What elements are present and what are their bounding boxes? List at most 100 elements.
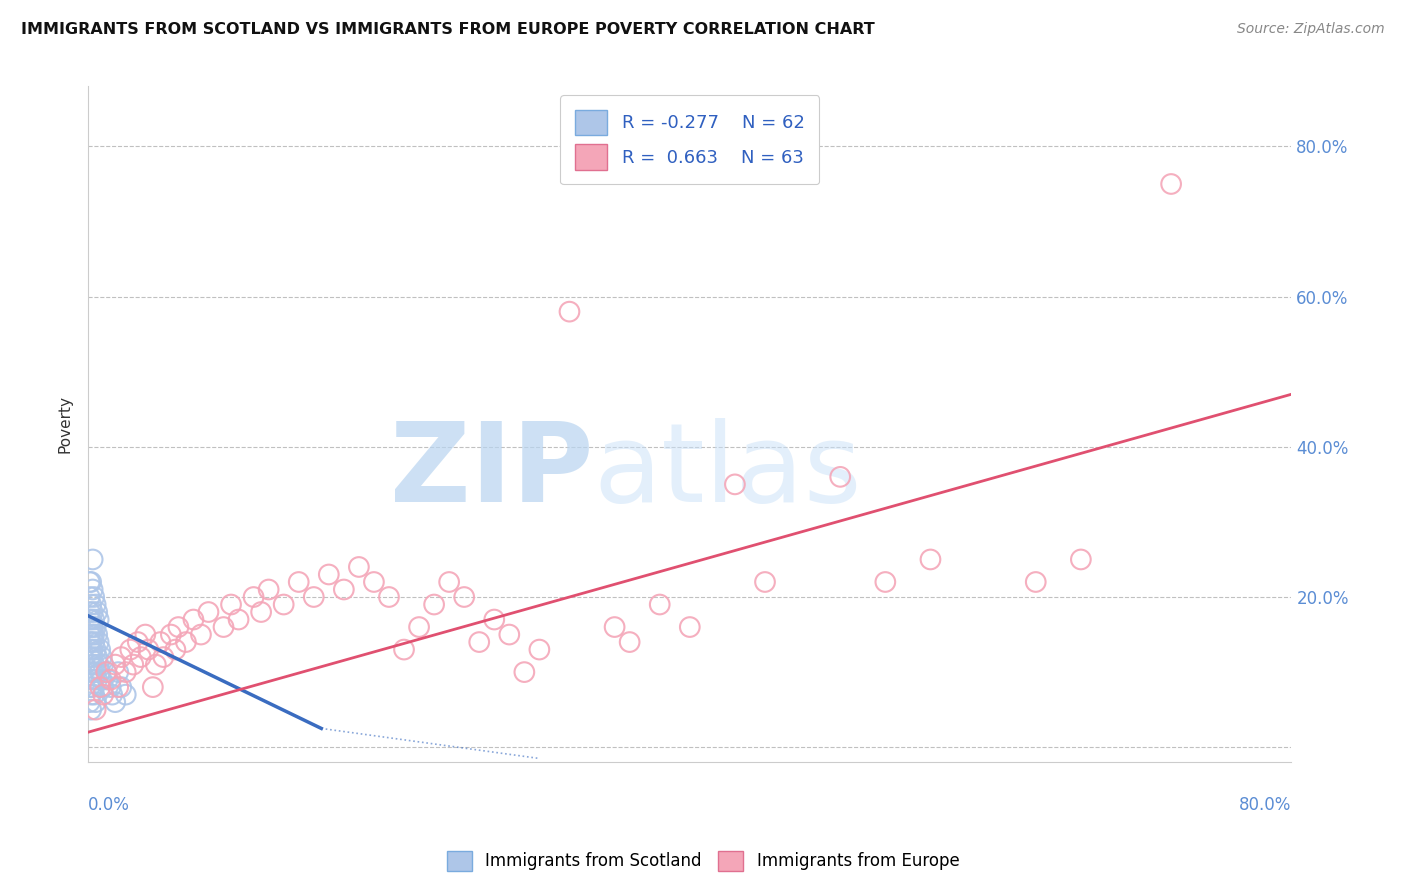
Point [83,673,105,687]
Point [114,688,136,702]
Point [83,657,105,672]
Point [89,680,111,694]
Point [82,627,104,641]
Point [79,680,101,694]
Point [110,680,132,694]
Point [830,470,852,484]
Point [87,657,110,672]
Point [83,613,105,627]
Point [107,680,129,694]
Point [86,673,108,687]
Point [122,657,145,672]
Point [287,574,309,589]
Point [333,582,356,597]
Point [104,657,127,672]
Point [83,688,105,702]
Point [423,598,446,612]
Point [79,574,101,589]
Point [80,673,103,687]
Legend: Immigrants from Scotland, Immigrants from Europe: Immigrants from Scotland, Immigrants fro… [439,842,967,880]
Point [89,665,111,679]
Point [392,642,415,657]
Point [80,613,103,627]
Point [96,665,118,679]
Point [104,695,127,709]
Point [437,574,460,589]
Point [100,673,122,687]
Text: atlas: atlas [593,418,862,525]
Point [1160,177,1182,191]
Point [86,605,108,619]
Point [603,620,626,634]
Point [167,620,190,634]
Point [468,635,491,649]
Point [114,665,136,679]
Point [80,635,103,649]
Point [79,605,101,619]
Text: Source: ZipAtlas.com: Source: ZipAtlas.com [1237,22,1385,37]
Point [142,680,165,694]
Point [1025,574,1047,589]
Point [80,703,103,717]
Point [84,642,107,657]
Point [100,680,122,694]
Point [347,560,370,574]
Point [84,703,107,717]
Point [250,605,273,619]
Point [82,605,104,619]
Point [127,635,149,649]
Point [90,650,112,665]
Point [91,657,114,672]
Point [84,695,107,709]
Point [183,613,205,627]
Point [80,642,103,657]
Point [228,613,250,627]
Point [79,590,101,604]
Point [152,650,174,665]
Point [79,695,101,709]
Point [920,552,942,566]
Point [80,574,103,589]
Point [648,598,671,612]
Point [107,665,129,679]
Point [1070,552,1092,566]
Point [219,598,242,612]
Point [91,680,114,694]
Point [190,627,212,641]
Point [110,650,132,665]
Point [165,642,187,657]
Point [134,627,156,641]
Point [160,627,183,641]
Point [129,650,152,665]
Point [84,598,107,612]
Point [302,590,325,604]
Point [97,673,120,687]
Point [212,620,235,634]
Point [79,627,101,641]
Point [273,598,295,612]
Point [197,605,219,619]
Point [378,590,401,604]
Point [80,657,103,672]
Point [96,665,118,679]
Point [82,650,104,665]
Point [82,642,104,657]
Point [498,627,520,641]
Point [82,582,104,597]
Point [619,635,641,649]
Point [82,552,104,566]
Point [242,590,264,604]
Point [80,688,103,702]
Point [408,620,430,634]
Point [318,567,340,582]
Point [101,688,124,702]
Point [679,620,702,634]
Point [80,620,103,634]
Point [84,620,107,634]
Point [453,590,475,604]
Point [875,574,897,589]
Point [82,620,104,634]
Point [257,582,280,597]
Point [145,657,167,672]
Text: IMMIGRANTS FROM SCOTLAND VS IMMIGRANTS FROM EUROPE POVERTY CORRELATION CHART: IMMIGRANTS FROM SCOTLAND VS IMMIGRANTS F… [21,22,875,37]
